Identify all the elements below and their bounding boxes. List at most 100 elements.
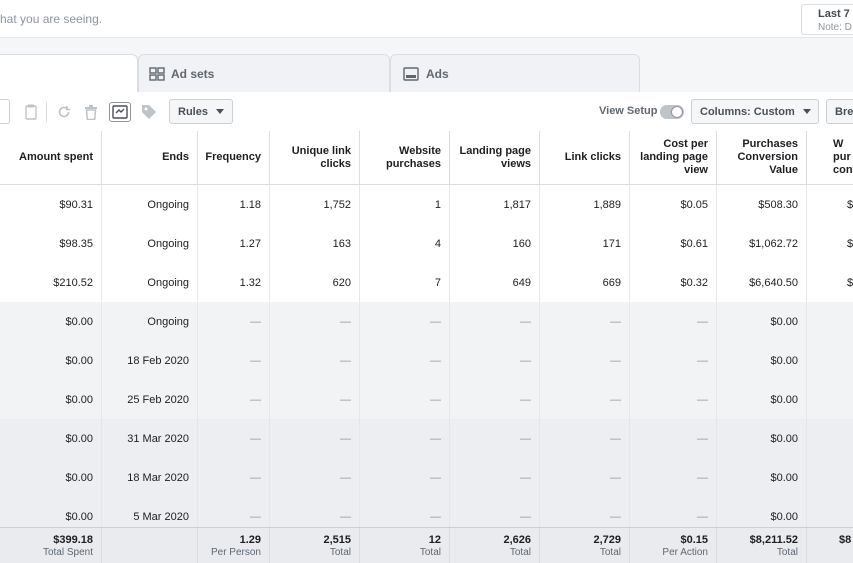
- cell-amount-spent: $0.00: [0, 419, 102, 458]
- cell-cost-per-landing-page-view: —: [630, 458, 717, 497]
- cell-frequency: 1.27: [198, 224, 270, 263]
- cell-ends: 25 Feb 2020: [102, 380, 198, 419]
- cell-website-purchases: —: [360, 419, 450, 458]
- total-label: Total: [419, 547, 441, 558]
- cell-unique-link-clicks: —: [270, 497, 360, 536]
- cell-website-purchases-conversion: $5: [807, 185, 853, 224]
- ads-table: Amount spent Ends Frequency Unique link cli…: [0, 131, 853, 563]
- grid-icon: [149, 67, 165, 81]
- total-website-purchases-conversion: $8: [807, 528, 853, 563]
- table-row[interactable]: $0.00 Ongoing — — — — — — $0.00: [0, 302, 853, 341]
- cell-ends: Ongoing: [102, 185, 198, 224]
- cell-purchases-conversion-value: $1,062.72: [717, 224, 807, 263]
- cell-website-purchases: —: [360, 341, 450, 380]
- cell-amount-spent: $0.00: [0, 497, 102, 536]
- table-row[interactable]: $98.35 Ongoing 1.27 163 4 160 171 $0.61 $1,062.7…: [0, 224, 853, 263]
- total-label: Total: [776, 547, 798, 558]
- total-link-clicks: 2,729 Total: [540, 528, 630, 563]
- table-row[interactable]: $0.00 18 Mar 2020— — — — — — $0.00: [0, 458, 853, 497]
- cell-ends: 31 Mar 2020: [102, 419, 198, 458]
- duplicate-icon[interactable]: [21, 102, 41, 122]
- tag-icon[interactable]: [139, 102, 159, 122]
- cell-unique-link-clicks: —: [270, 380, 360, 419]
- cell-cost-per-landing-page-view: —: [630, 302, 717, 341]
- cell-amount-spent: $0.00: [0, 380, 102, 419]
- cell-landing-page-views: —: [450, 380, 540, 419]
- cell-website-purchases-conversion: $6,: [807, 263, 853, 302]
- table-row[interactable]: $0.00 18 Feb 2020— — — — — — $0.00: [0, 341, 853, 380]
- delete-icon[interactable]: [81, 102, 101, 122]
- tab-campaigns[interactable]: [0, 54, 138, 94]
- table-row[interactable]: $0.00 31 Mar 2020— — — — — — $0.00: [0, 419, 853, 458]
- total-label: Total: [509, 547, 531, 558]
- cell-website-purchases: —: [360, 302, 450, 341]
- column-header-unique-link-clicks[interactable]: Unique link clicks: [270, 131, 360, 185]
- create-button-edge[interactable]: [0, 99, 10, 124]
- rules-label: Rules: [178, 105, 208, 118]
- table-row[interactable]: $90.31 Ongoing 1.18 1,752 1 1,817 1,889 $0.05 $5…: [0, 185, 853, 224]
- column-header-ends[interactable]: Ends: [102, 131, 198, 185]
- column-header-website-purchases[interactable]: Website purchases: [360, 131, 450, 185]
- total-label: Total Spent: [42, 547, 93, 558]
- cell-website-purchases: —: [360, 380, 450, 419]
- cell-website-purchases: 1: [360, 185, 450, 224]
- cell-website-purchases: —: [360, 497, 450, 536]
- total-landing-page-views: 2,626 Total: [450, 528, 540, 563]
- total-purchases-conversion-value: $8,211.52 Total: [717, 528, 807, 563]
- columns-label: Columns: Custom: [700, 105, 795, 118]
- column-header-website-purchases-conversion[interactable]: W pur conv: [807, 131, 853, 185]
- tab-ads-label: Ads: [426, 67, 449, 81]
- column-header-amount-spent[interactable]: Amount spent: [0, 131, 102, 185]
- cell-unique-link-clicks: 1,752: [270, 185, 360, 224]
- cell-website-purchases-conversion: [807, 341, 853, 380]
- cell-link-clicks: —: [540, 419, 630, 458]
- level-tabs: Ad sets Ads: [0, 38, 853, 94]
- total-label: Total: [329, 547, 351, 558]
- cell-website-purchases-conversion: [807, 419, 853, 458]
- total-value: 2,729: [593, 534, 621, 546]
- view-setup-toggle[interactable]: [660, 105, 684, 119]
- total-label: Total: [599, 547, 621, 558]
- date-range-note: Note: D: [818, 22, 852, 33]
- toggle-knob: [671, 106, 683, 118]
- table-row[interactable]: $0.00 25 Feb 2020— — — — — — $0.00: [0, 380, 853, 419]
- cell-unique-link-clicks: —: [270, 302, 360, 341]
- compare-icon[interactable]: [109, 102, 131, 122]
- cell-link-clicks: —: [540, 458, 630, 497]
- chevron-down-icon: [215, 109, 224, 114]
- cell-landing-page-views: —: [450, 419, 540, 458]
- cell-website-purchases-conversion: [807, 302, 853, 341]
- refresh-icon[interactable]: [54, 102, 74, 122]
- cell-purchases-conversion-value: $0.00: [717, 419, 807, 458]
- cell-website-purchases: 4: [360, 224, 450, 263]
- tab-ad-sets[interactable]: Ad sets: [138, 54, 390, 94]
- table-row[interactable]: $210.52 Ongoing 1.32 620 7 649 669 $0.32 $6,640.…: [0, 263, 853, 302]
- breakdown-label: Bre: [835, 105, 853, 118]
- total-value: 2,626: [503, 534, 531, 546]
- column-header-landing-page-views[interactable]: Landing page views: [450, 131, 540, 185]
- column-header-cost-per-landing-page-view[interactable]: Cost per landing page view: [630, 131, 717, 185]
- tab-ad-sets-label: Ad sets: [171, 67, 215, 81]
- cell-landing-page-views: 160: [450, 224, 540, 263]
- cell-landing-page-views: 1,817: [450, 185, 540, 224]
- date-range-picker[interactable]: Last 7 d Note: D: [801, 4, 853, 35]
- columns-button[interactable]: Columns: Custom: [691, 99, 819, 124]
- cell-frequency: —: [198, 341, 270, 380]
- notice-message: hat you are seeing.: [0, 12, 103, 26]
- cell-ends: Ongoing: [102, 224, 198, 263]
- total-value: 2,515: [323, 534, 351, 546]
- tab-ads[interactable]: Ads: [390, 54, 640, 94]
- cell-link-clicks: —: [540, 497, 630, 536]
- cell-link-clicks: 1,889: [540, 185, 630, 224]
- column-header-purchases-conversion-value[interactable]: Purchases Conversion Value: [717, 131, 807, 185]
- total-value: 1.29: [239, 534, 261, 546]
- column-header-link-clicks[interactable]: Link clicks: [540, 131, 630, 185]
- cell-website-purchases: 7: [360, 263, 450, 302]
- cell-cost-per-landing-page-view: —: [630, 380, 717, 419]
- breakdown-button[interactable]: Bre: [826, 99, 853, 124]
- cell-unique-link-clicks: —: [270, 341, 360, 380]
- cell-landing-page-views: —: [450, 302, 540, 341]
- rules-button[interactable]: Rules: [169, 99, 233, 124]
- column-header-frequency[interactable]: Frequency: [198, 131, 270, 185]
- cell-amount-spent: $98.35: [0, 224, 102, 263]
